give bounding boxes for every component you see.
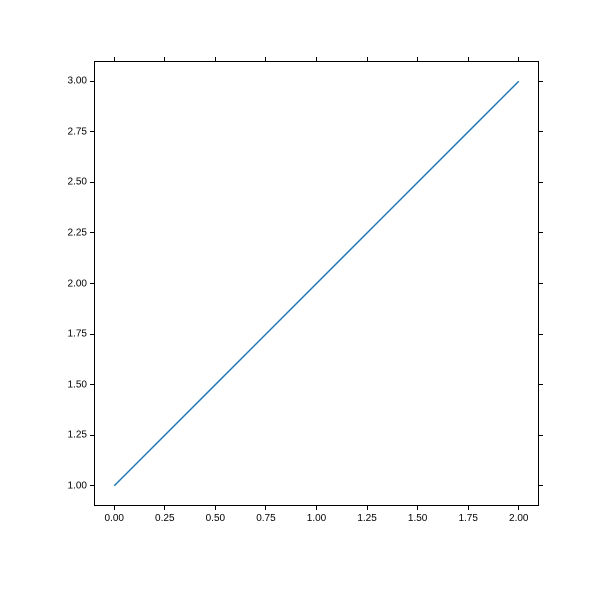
- x-tick-label: 0.75: [256, 513, 275, 524]
- x-tick-mark: [518, 506, 519, 510]
- x-tick-label: 0.25: [155, 513, 174, 524]
- x-tick-mark: [468, 506, 469, 510]
- x-tick-mark: [316, 57, 317, 61]
- data-line: [114, 81, 519, 486]
- y-tick-mark: [90, 131, 94, 132]
- y-tick-mark: [539, 334, 543, 335]
- x-tick-mark: [518, 57, 519, 61]
- y-tick-mark: [90, 384, 94, 385]
- y-tick-label: 1.00: [68, 480, 87, 491]
- y-tick-label: 2.50: [68, 177, 87, 188]
- x-tick-label: 0.00: [104, 513, 123, 524]
- x-tick-mark: [417, 57, 418, 61]
- x-tick-mark: [114, 57, 115, 61]
- y-tick-label: 3.00: [68, 76, 87, 87]
- y-tick-label: 2.25: [68, 227, 87, 238]
- y-tick-mark: [90, 182, 94, 183]
- y-tick-mark: [90, 283, 94, 284]
- x-tick-label: 0.50: [206, 513, 225, 524]
- y-tick-mark: [90, 232, 94, 233]
- y-tick-mark: [539, 283, 543, 284]
- y-tick-mark: [539, 435, 543, 436]
- line-chart: 0.00 0.25 0.50 0.75 1.00 1.25 1.50 1.75 2.00 1.00…: [0, 0, 600, 600]
- x-tick-mark: [367, 57, 368, 61]
- x-tick-label: 1.25: [357, 513, 376, 524]
- y-tick-mark: [539, 485, 543, 486]
- x-tick-label: 1.00: [307, 513, 326, 524]
- y-tick-mark: [90, 435, 94, 436]
- y-tick-label: 1.75: [68, 329, 87, 340]
- x-tick-mark: [164, 57, 165, 61]
- y-tick-mark: [90, 81, 94, 82]
- x-tick-mark: [215, 57, 216, 61]
- y-tick-label: 1.50: [68, 379, 87, 390]
- x-tick-mark: [265, 57, 266, 61]
- x-tick-label: 1.75: [458, 513, 477, 524]
- x-tick-mark: [367, 506, 368, 510]
- x-tick-mark: [316, 506, 317, 510]
- x-tick-mark: [114, 506, 115, 510]
- y-tick-label: 1.25: [68, 430, 87, 441]
- x-tick-label: 2.00: [509, 513, 528, 524]
- x-tick-mark: [164, 506, 165, 510]
- y-tick-label: 2.75: [68, 126, 87, 137]
- x-tick-label: 1.50: [408, 513, 427, 524]
- x-tick-mark: [417, 506, 418, 510]
- y-tick-mark: [90, 334, 94, 335]
- y-tick-label: 2.00: [68, 278, 87, 289]
- chart-line-layer: [0, 0, 600, 600]
- y-tick-mark: [539, 182, 543, 183]
- y-tick-mark: [539, 384, 543, 385]
- x-tick-mark: [215, 506, 216, 510]
- y-tick-mark: [539, 131, 543, 132]
- x-tick-mark: [468, 57, 469, 61]
- y-tick-mark: [539, 232, 543, 233]
- x-tick-mark: [265, 506, 266, 510]
- y-tick-mark: [539, 81, 543, 82]
- y-tick-mark: [90, 485, 94, 486]
